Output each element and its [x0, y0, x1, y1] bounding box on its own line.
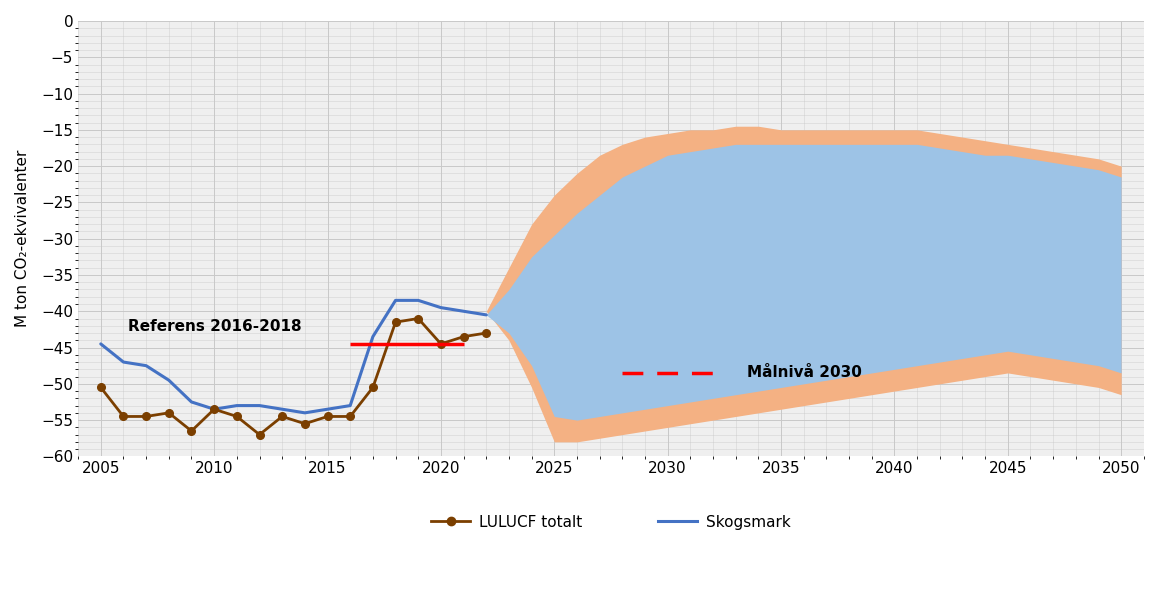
Text: Referens 2016-2018: Referens 2016-2018 [127, 319, 301, 335]
Y-axis label: M ton CO₂-ekvivalenter: M ton CO₂-ekvivalenter [15, 150, 30, 327]
Legend: LULUCF totalt, Skogsmark: LULUCF totalt, Skogsmark [425, 509, 796, 536]
Text: Målnivå 2030: Målnivå 2030 [748, 365, 862, 381]
